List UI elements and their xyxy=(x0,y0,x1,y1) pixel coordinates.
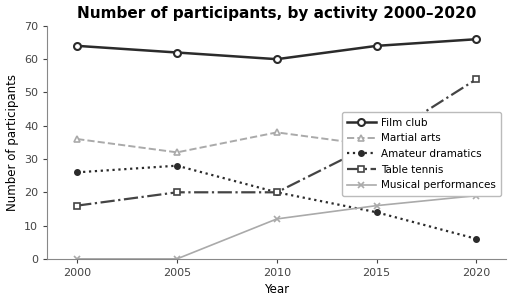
Martial arts xyxy=(374,144,380,147)
Amateur dramatics xyxy=(374,210,380,214)
Musical performances xyxy=(274,217,280,221)
Musical performances xyxy=(474,194,480,198)
Line: Amateur dramatics: Amateur dramatics xyxy=(74,163,479,242)
Martial arts xyxy=(74,137,80,141)
Table tennis xyxy=(74,204,80,207)
Amateur dramatics xyxy=(274,191,280,194)
Musical performances xyxy=(374,204,380,207)
Film club xyxy=(74,44,80,48)
Film club xyxy=(374,44,380,48)
Y-axis label: Number of participants: Number of participants xyxy=(6,74,18,211)
Title: Number of participants, by activity 2000–2020: Number of participants, by activity 2000… xyxy=(77,5,477,21)
Line: Martial arts: Martial arts xyxy=(74,129,480,156)
Amateur dramatics xyxy=(474,237,480,241)
Amateur dramatics xyxy=(74,171,80,174)
X-axis label: Year: Year xyxy=(264,284,289,297)
Film club xyxy=(274,57,280,61)
Line: Table tennis: Table tennis xyxy=(74,76,480,209)
Amateur dramatics xyxy=(174,164,180,168)
Table tennis xyxy=(274,191,280,194)
Table tennis xyxy=(374,140,380,144)
Musical performances xyxy=(74,257,80,261)
Line: Film club: Film club xyxy=(74,36,480,63)
Martial arts xyxy=(274,130,280,134)
Film club xyxy=(474,37,480,41)
Martial arts xyxy=(174,151,180,154)
Table tennis xyxy=(174,191,180,194)
Martial arts xyxy=(474,137,480,141)
Line: Musical performances: Musical performances xyxy=(74,192,480,262)
Legend: Film club, Martial arts, Amateur dramatics, Table tennis, Musical performances: Film club, Martial arts, Amateur dramati… xyxy=(342,112,501,196)
Table tennis xyxy=(474,77,480,81)
Musical performances xyxy=(174,257,180,261)
Film club xyxy=(174,51,180,54)
